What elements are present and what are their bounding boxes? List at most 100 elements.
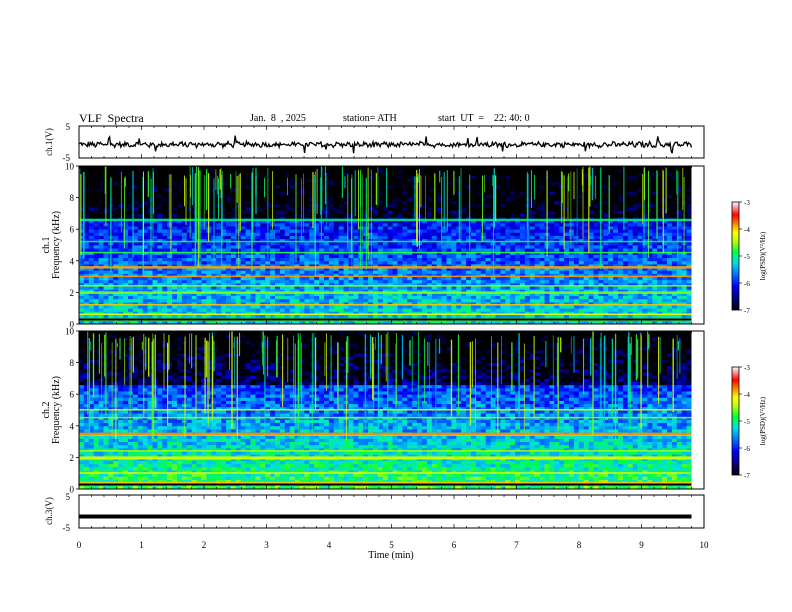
spectrogram-cell — [622, 267, 629, 271]
spectrogram-cell — [147, 203, 153, 208]
spectrogram-cell — [564, 241, 570, 246]
spectrogram-cell — [294, 210, 300, 214]
spectrogram-cell — [270, 235, 276, 240]
spectrogram-cell — [123, 219, 129, 224]
spectrogram-cell — [260, 207, 266, 211]
spectrogram-cell — [569, 241, 575, 246]
spectrogram-cell — [181, 219, 188, 224]
spectrogram-cell — [152, 311, 158, 315]
spectrogram-cell — [147, 308, 153, 312]
spectrogram-cell — [304, 257, 310, 262]
spectrogram-cell — [226, 273, 232, 277]
spectrogram-cell — [510, 203, 516, 208]
spectrogram-cell — [186, 279, 193, 284]
spectrogram-cell — [79, 207, 85, 211]
spectrogram-cell — [515, 301, 521, 306]
spectrogram-cell — [216, 320, 222, 325]
spectrogram-cell — [588, 222, 594, 227]
spectrogram-cell — [279, 308, 286, 312]
spectrogram-cell — [260, 289, 266, 293]
spectrogram-cell — [279, 314, 286, 319]
spectrogram-cell — [186, 301, 193, 306]
spectrogram-cell — [564, 235, 570, 240]
spectrogram-cell — [196, 301, 202, 306]
spectrogram-cell — [157, 276, 163, 281]
spectrogram-cell — [142, 311, 148, 315]
spectrogram-cell — [142, 216, 148, 221]
spectrogram-cell — [407, 320, 413, 325]
spectrogram-cell — [294, 232, 300, 236]
spectrogram-cell — [88, 207, 95, 211]
spectrogram-cell — [559, 238, 565, 243]
spectrogram-cell — [93, 295, 99, 300]
spectrogram-cell — [221, 301, 227, 306]
spectrogram-cell — [564, 222, 570, 227]
spectrogram-cell — [422, 254, 428, 259]
spectrogram-cell — [642, 222, 648, 227]
spectrogram-cell — [539, 229, 545, 233]
spectrogram-cell — [569, 232, 575, 236]
spectrogram-cell — [230, 314, 237, 319]
spectrogram-cell — [642, 254, 648, 259]
spectrogram-cell — [142, 308, 148, 312]
spectrogram-cell — [647, 308, 653, 312]
spectrogram-cell — [137, 295, 144, 300]
spectrogram-cell — [191, 276, 197, 281]
spectrogram-cell — [573, 286, 580, 290]
spectrogram-cell — [260, 248, 266, 252]
spectrogram-cell — [118, 270, 124, 274]
spectrogram-cell — [510, 301, 516, 306]
spectrogram-cell — [466, 222, 472, 227]
spectrogram-cell — [358, 248, 364, 252]
spectrogram-cell — [98, 207, 104, 211]
spectrogram-cell — [559, 279, 565, 284]
spectrogram-cell — [245, 238, 251, 243]
spectrogram-cell — [211, 298, 217, 303]
spectrogram-cell — [652, 226, 658, 230]
spectrogram-cell — [343, 276, 349, 281]
spectrogram-cell — [88, 270, 95, 274]
spectrogram-cell — [549, 273, 555, 277]
spectrogram-cell — [417, 295, 423, 300]
spectrogram-cell — [348, 267, 354, 271]
spectrogram-cell — [240, 314, 246, 319]
spectrogram-cell — [480, 279, 487, 284]
spectrogram-cell — [657, 282, 663, 287]
spectrogram-cell — [622, 260, 629, 265]
spectrogram-cell — [358, 282, 364, 287]
spectrogram-cell — [358, 219, 364, 224]
spectrogram-cell — [172, 241, 178, 246]
spectrogram-cell — [201, 273, 207, 277]
spectrogram-cell — [142, 248, 148, 252]
spectrogram-cell — [88, 286, 95, 290]
spectrogram-cell — [534, 235, 540, 240]
spectrogram-cell — [279, 226, 286, 230]
spectrogram-cell — [270, 263, 276, 268]
spectrogram-cell — [613, 270, 619, 274]
spectrogram-cell — [441, 311, 447, 315]
spectrogram-cell — [172, 263, 178, 268]
spectrogram-cell — [520, 314, 526, 319]
spectrogram-cell — [118, 238, 124, 243]
spectrogram-cell — [485, 213, 491, 217]
spectrogram-cell — [529, 267, 536, 271]
spectrogram-cell — [402, 254, 408, 259]
spectrogram-cell — [652, 267, 658, 271]
spectrogram-cell — [583, 216, 589, 221]
spectrogram-cell — [240, 286, 246, 290]
spectrogram-cell — [657, 308, 663, 312]
spectrogram-cell — [412, 219, 418, 224]
spectrogram-cell — [392, 229, 398, 233]
spectrogram-cell — [113, 289, 119, 293]
spectrogram-cell — [608, 289, 614, 293]
spectrogram-cell — [324, 241, 330, 246]
spectrogram-cell — [98, 260, 104, 265]
spectrogram-cell — [88, 241, 95, 246]
spectrogram-cell — [162, 260, 168, 265]
spectrogram-cell — [520, 207, 526, 211]
spectrogram-cell — [637, 210, 643, 214]
spectrogram-cell — [147, 311, 153, 315]
spectrogram-cell — [93, 301, 99, 306]
spectrogram-cell — [441, 320, 447, 325]
spectrogram-cell — [103, 260, 109, 265]
